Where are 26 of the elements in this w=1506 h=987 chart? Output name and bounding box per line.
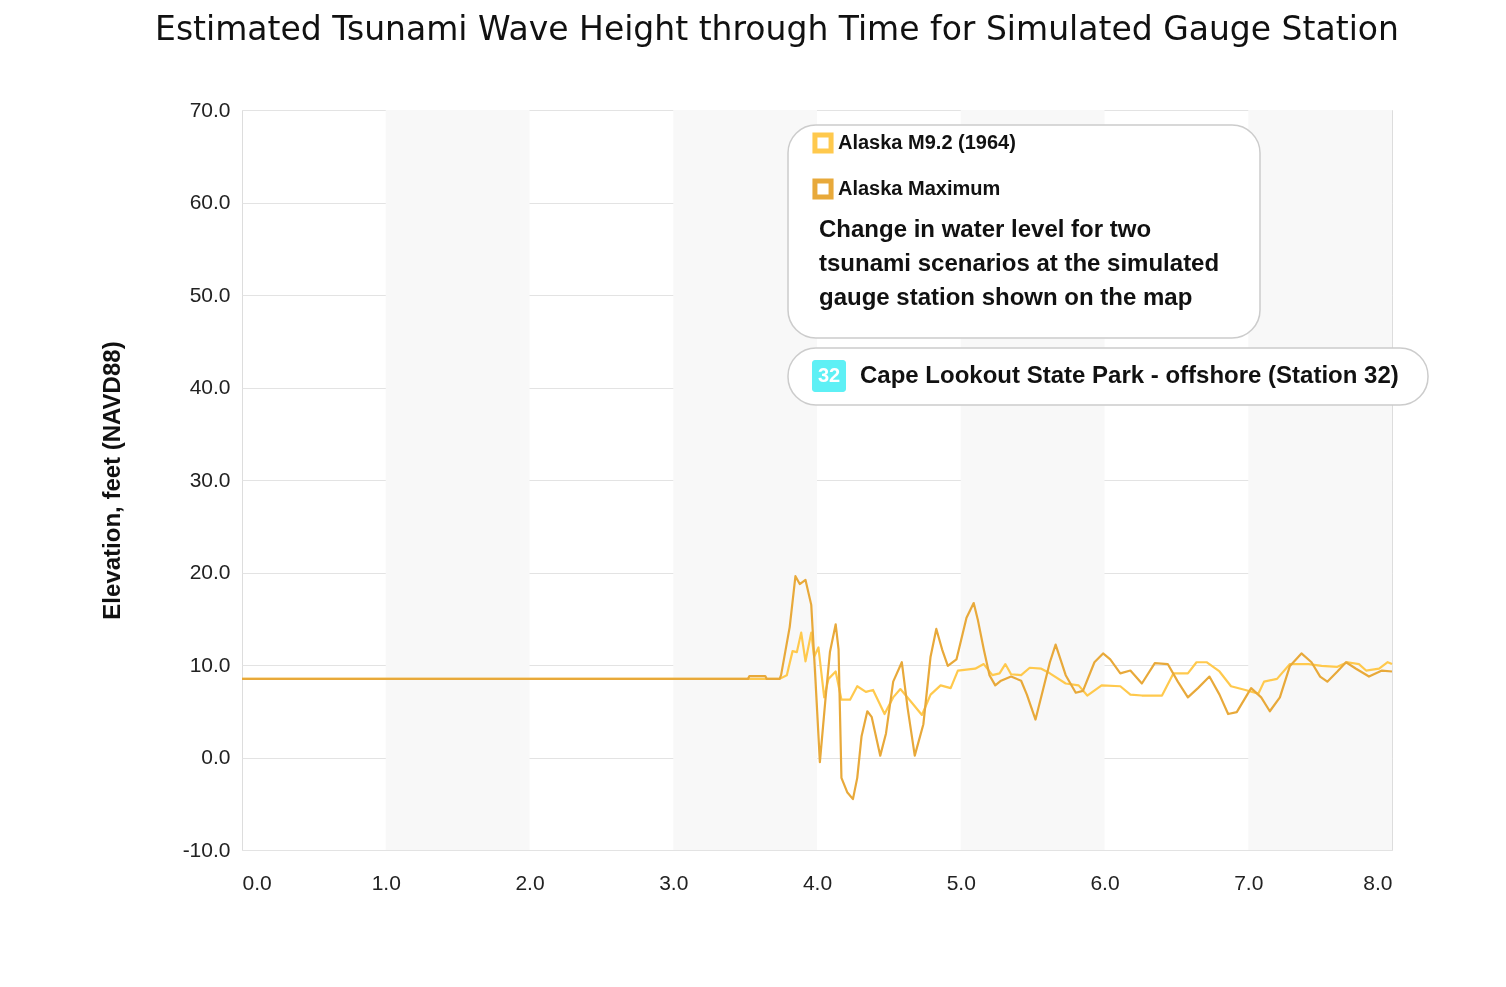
annotation: 32: [817, 364, 841, 386]
x-tick-label: 5.0: [946, 870, 976, 894]
chart-title: Estimated Tsunami Wave Height through Time for Simulated Gauge Station: [155, 9, 1399, 48]
legend-label: Alaska Maximum: [838, 177, 1001, 199]
x-tick-label: 4.0: [802, 870, 833, 894]
x-tick-label: 7.0: [1234, 870, 1264, 894]
y-axis-title: Elevation, feet (NAVD88): [97, 341, 125, 620]
y-tick-label: 50.0: [189, 282, 231, 306]
y-tick-label: 0.0: [201, 745, 231, 768]
y-tick-label: 10.0: [189, 652, 231, 676]
x-tick-label: 8.0: [1363, 870, 1393, 894]
x-tick-label: 6.0: [1090, 870, 1120, 894]
y-tick-label: 70.0: [189, 97, 231, 121]
annotation: Change in water level for two tsunami scenarios at the simulated gauge station shown on the map: [819, 215, 1220, 310]
x-tick-label: 0.0: [242, 870, 272, 894]
x-tick-label: 3.0: [659, 870, 689, 894]
y-tick-label: 20.0: [189, 560, 231, 583]
legend-label: Alaska M9.2 (1964): [838, 131, 1016, 153]
y-tick-label: 30.0: [189, 467, 231, 491]
x-tick-label: 1.0: [371, 870, 401, 894]
y-tick-label: -10.0: [182, 837, 231, 861]
y-tick-label: 40.0: [189, 375, 231, 398]
annotation: Cape Lookout State Park - offshore (Station 32): [860, 361, 1399, 388]
line-series: [240, 575, 1394, 801]
x-tick-label: 2.0: [515, 870, 545, 894]
y-tick-label: 60.0: [189, 190, 231, 213]
